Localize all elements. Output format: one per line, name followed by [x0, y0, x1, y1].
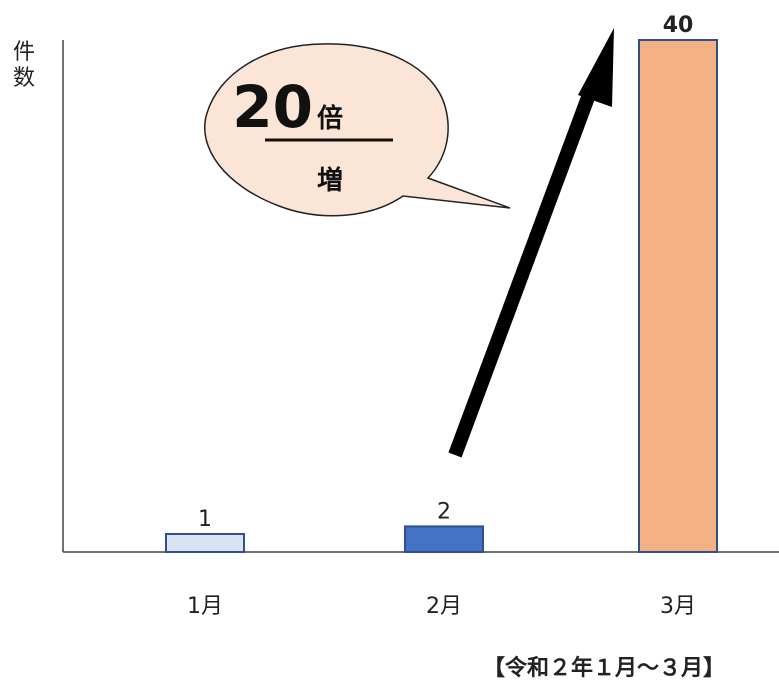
- category-label-3: 3月: [660, 594, 696, 619]
- callout-bubble: 20 倍 増: [204, 43, 511, 217]
- callout-suffix: 増: [317, 166, 343, 196]
- bar-2: [404, 525, 484, 554]
- bar-3: [638, 39, 718, 553]
- value-label-3: 40: [663, 13, 694, 38]
- category-label-2: 2月: [426, 594, 462, 619]
- bar-series: [165, 39, 718, 554]
- value-label-2: 2: [437, 499, 451, 524]
- callout-number: 20: [232, 73, 313, 141]
- y-axis-label: 件数: [12, 40, 35, 91]
- footer-date-range: 【令和２年１月～３月】: [483, 656, 726, 681]
- bar-1: [165, 533, 245, 553]
- category-label-1: 1月: [187, 594, 223, 619]
- category-labels: 1月 2月 3月: [187, 594, 696, 619]
- callout-unit: 倍: [317, 103, 343, 134]
- value-labels: 1 2 40: [198, 13, 693, 532]
- value-label-1: 1: [198, 507, 212, 532]
- trend-arrow: [448, 28, 614, 458]
